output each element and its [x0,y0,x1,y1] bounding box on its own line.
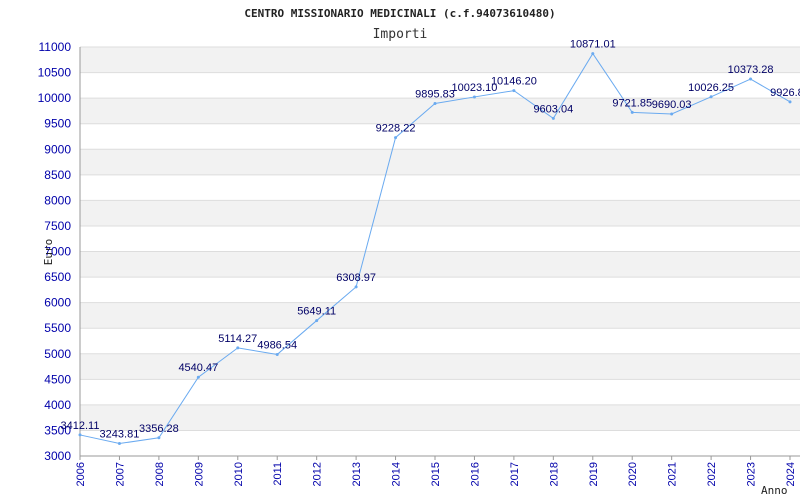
x-tick-label: 2019 [588,462,600,486]
y-tick-label: 5000 [44,347,71,361]
data-label: 10146.20 [491,76,537,88]
x-tick-label: 2021 [667,462,679,486]
x-tick-label: 2017 [509,462,521,486]
data-label: 5114.27 [218,333,257,345]
data-point [196,375,200,379]
y-axis-label: Euro [42,239,55,266]
y-tick-label: 4500 [44,372,71,386]
x-axis-ticks: 2006 2007 2008 2009 2010 2011 2012 2013 2014 2015… [75,456,797,486]
y-tick-label: 3500 [44,423,71,437]
x-tick-label: 2022 [706,462,718,486]
y-tick-label: 6000 [44,296,71,310]
data-point [472,95,476,99]
data-point [591,52,595,56]
axes [79,47,800,457]
x-tick-label: 2009 [193,462,205,486]
x-tick-label: 2012 [312,462,324,486]
grid-band [80,251,800,278]
grid-bands [80,46,800,457]
y-tick-label: 9000 [44,142,71,156]
data-label: 9228.22 [376,123,416,135]
data-point [433,101,437,105]
data-point [709,95,713,99]
data-label: 10023.10 [451,82,497,94]
data-point [236,346,240,350]
data-label: 5649.11 [297,306,336,318]
data-point [394,136,398,140]
y-tick-label: 6500 [44,270,71,284]
x-tick-label: 2024 [785,462,797,486]
x-tick-label: 2007 [114,462,126,486]
data-point [630,110,634,114]
y-axis-ticks: 3000 3500 4000 4500 5000 5500 6000 6500 7000 7500… [38,40,72,463]
data-label: 9690.03 [652,99,692,111]
x-axis-label: Anno [761,484,788,497]
data-point [157,436,161,440]
data-point [749,77,753,81]
data-point [275,352,279,356]
grid-band [80,404,800,431]
x-tick-label: 2011 [272,462,284,486]
x-tick-label: 2020 [627,462,639,486]
grid-band [80,200,800,226]
y-tick-label: 11000 [39,40,72,54]
data-label: 4986.54 [257,339,297,351]
x-tick-label: 2010 [233,462,245,486]
chart-subtitle: Importi [373,27,428,42]
grid-band [80,47,800,73]
data-label: 10871.01 [570,39,616,51]
y-tick-label: 10000 [38,91,72,105]
data-label: 3243.81 [100,429,140,441]
grid-band [80,302,800,329]
data-label: 10026.25 [688,82,734,94]
data-point [512,89,516,93]
data-point [670,112,674,116]
data-label: 3356.28 [139,423,179,435]
data-label: 3412.11 [61,420,100,432]
grid-band [80,98,800,124]
y-tick-label: 7000 [44,245,71,259]
x-tick-label: 2016 [469,462,481,486]
data-point [315,319,319,323]
y-tick-label: 5500 [44,321,71,335]
data-label: 6308.97 [336,272,376,284]
data-point [117,442,121,446]
x-tick-label: 2013 [351,462,363,486]
y-tick-label: 8500 [44,168,71,182]
data-point [78,433,82,437]
y-tick-label: 3000 [44,449,71,463]
y-tick-label: 10500 [38,66,72,80]
x-tick-label: 2014 [391,462,403,486]
data-label: 4540.47 [178,362,218,374]
x-tick-label: 2015 [430,462,442,486]
data-point [354,285,358,289]
data-label: 9926.85 [770,87,800,99]
x-tick-label: 2008 [154,462,166,486]
data-label: 9721.85 [612,97,652,109]
x-tick-label: 2006 [75,462,87,486]
data-label: 9895.83 [415,88,455,100]
grid-band [80,149,800,175]
data-label: 10373.28 [728,64,774,76]
grid-band [80,353,800,380]
x-tick-label: 2023 [746,462,758,486]
x-tick-label: 2018 [548,462,560,486]
data-point [551,116,555,120]
y-tick-label: 7500 [44,219,71,233]
y-tick-label: 9500 [44,117,71,131]
y-tick-label: 4000 [44,398,71,412]
chart-title: CENTRO MISSIONARIO MEDICINALI (c.f.94073… [244,7,555,20]
data-label: 9603.04 [533,103,573,115]
y-tick-label: 8000 [44,193,71,207]
series-importi [78,52,792,446]
data-point [788,100,792,104]
